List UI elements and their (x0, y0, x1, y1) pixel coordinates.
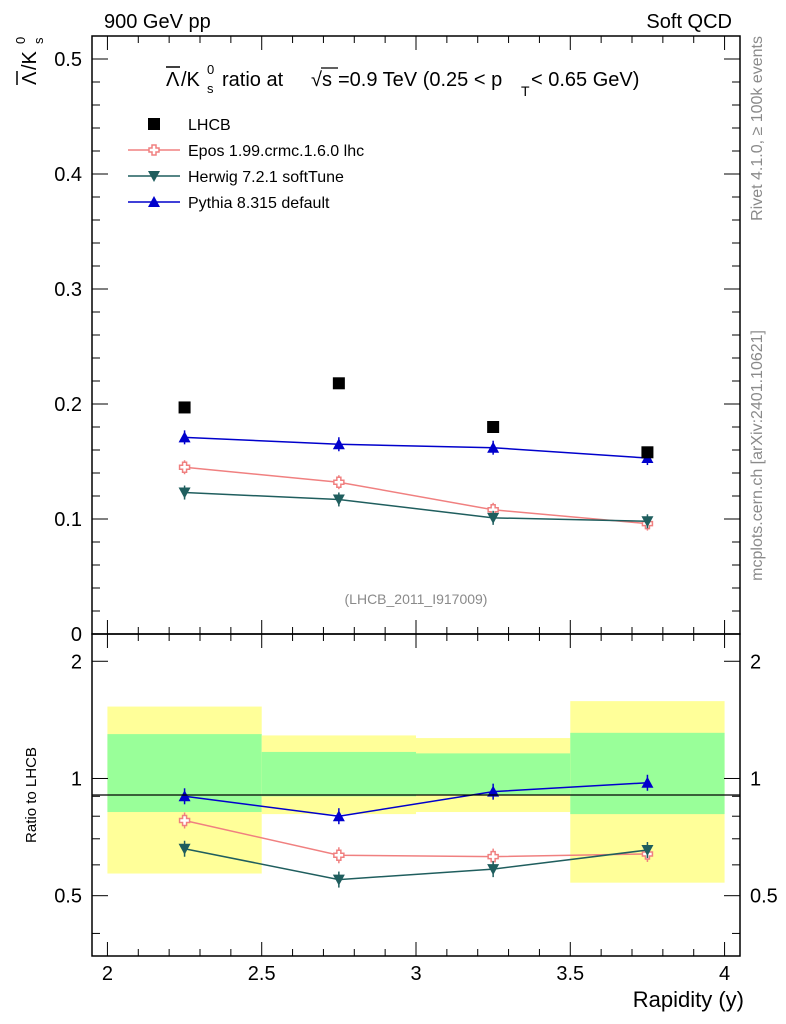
side-text-rivet: Rivet 4.1.0, ≥ 100k events (749, 36, 766, 221)
legend-marker-2 (148, 196, 160, 207)
legend-label-0: Epos 1.99.crmc.1.6.0 lhc (188, 143, 364, 160)
ratio-point-2-2 (487, 785, 500, 797)
ratio-line-1 (184, 848, 648, 881)
series-point-2-2 (487, 441, 500, 453)
series-point-0-1 (333, 476, 345, 488)
ratio-point-0-1 (333, 849, 345, 862)
title-slash-k: /K (181, 69, 201, 91)
series-point-0-0 (178, 461, 191, 473)
legend: LHCB Epos 1.99.crmc.1.6.0 lhc Herwig 7.2.1… (128, 117, 364, 212)
header-left: 900 GeV pp (104, 11, 211, 33)
y-axis-label-top: Λ /K 0 s (13, 37, 46, 85)
data-point-2 (487, 421, 500, 433)
ratio-tick-label-left-2: 2 (71, 651, 82, 673)
plot-title: Λ /K 0 s ratio at √s =0.9 TeV (0.25 < p … (166, 62, 639, 99)
legend-marker-data (148, 118, 160, 130)
legend-marker-0 (148, 144, 160, 156)
ratio-tick-label-right-1: 1 (750, 768, 761, 790)
y-tick-label-top-1: 0.1 (54, 509, 82, 531)
title-pt-sub: T (521, 83, 530, 99)
ratio-tick-label-left-1: 1 (71, 768, 82, 790)
title-sqrt: √s (311, 69, 332, 91)
legend-marker-1 (148, 171, 160, 182)
data-point-0 (178, 401, 191, 414)
series-point-2-1 (332, 438, 345, 450)
y-axis-label-ratio: Ratio to LHCB (23, 747, 40, 843)
series-line-1 (184, 491, 648, 523)
side-text-mcplots: mcplots.cern.ch [arXiv:2401.10621] (749, 330, 766, 581)
x-axis-label: Rapidity (y) (633, 987, 744, 1012)
series-line-0 (184, 466, 648, 525)
x-tick-label-1: 2.5 (248, 963, 276, 985)
title-k-sup: 0 (207, 62, 214, 77)
band-green-1 (261, 751, 416, 797)
y-tick-label-top-5: 0.5 (54, 49, 82, 71)
axis-ticks: 2 2.5 3 3.5 4 0 0.1 0.2 0.3 0.4 0.5 0.5 0.5 1 1 2 2 (54, 35, 778, 985)
series-point-1-3 (641, 516, 654, 528)
title-lambda: Λ (166, 69, 180, 91)
y-tick-label-top-4: 0.4 (54, 164, 82, 186)
x-tick-label-4: 4 (719, 963, 730, 985)
y-tick-label-top-3: 0.3 (54, 279, 82, 301)
ratio-point-1-0 (178, 843, 191, 855)
ratio-point-1-3 (641, 845, 654, 857)
ylabel-k-sup: 0 (13, 37, 28, 44)
main-plot (178, 377, 654, 531)
ratio-point-0-0 (178, 814, 191, 827)
analysis-watermark: (LHCB_2011_I917009) (345, 591, 488, 607)
data-point-1 (332, 377, 345, 390)
ratio-tick-label-right-2: 2 (750, 651, 761, 673)
series-point-1-1 (332, 494, 345, 506)
title-ratio-at: ratio at (222, 69, 284, 91)
ylabel-lambda: Λ (19, 71, 41, 85)
legend-label-2: Pythia 8.315 default (188, 195, 330, 212)
band-green-3 (570, 732, 725, 815)
ylabel-slash-k: /K (19, 50, 41, 70)
series-point-2-0 (178, 431, 191, 443)
ratio-line-0 (184, 819, 648, 858)
title-energy: =0.9 TeV (0.25 < p (338, 69, 502, 91)
data-point-3 (641, 446, 654, 459)
legend-label-data: LHCB (188, 117, 231, 134)
ylabel-k-sub: s (31, 37, 46, 44)
header-right: Soft QCD (646, 11, 732, 33)
y-tick-label-top-2: 0.2 (54, 394, 82, 416)
ratio-bands (107, 701, 725, 883)
legend-label-1: Herwig 7.2.1 softTune (188, 169, 344, 186)
ratio-point-0-2 (487, 850, 499, 863)
ratio-point-1-2 (487, 864, 500, 876)
x-tick-label-0: 2 (102, 963, 113, 985)
ratio-plot (178, 774, 654, 888)
series-line-2 (184, 436, 648, 459)
x-tick-label-3: 3.5 (556, 963, 584, 985)
ratio-line-2 (184, 782, 648, 817)
title-k-sub: s (207, 81, 214, 96)
ratio-tick-label-left-0: 0.5 (54, 886, 82, 908)
y-tick-label-top-0: 0 (71, 624, 82, 646)
ratio-point-2-1 (332, 810, 345, 822)
ratio-point-1-1 (332, 874, 345, 886)
x-tick-label-2: 3 (410, 963, 421, 985)
series-point-1-2 (487, 512, 500, 524)
series-point-1-0 (178, 487, 191, 499)
ratio-point-2-3 (641, 776, 654, 788)
ratio-tick-label-right-0: 0.5 (750, 886, 778, 908)
ratio-point-2-0 (178, 790, 191, 802)
title-pt-range: < 0.65 GeV) (531, 69, 639, 91)
